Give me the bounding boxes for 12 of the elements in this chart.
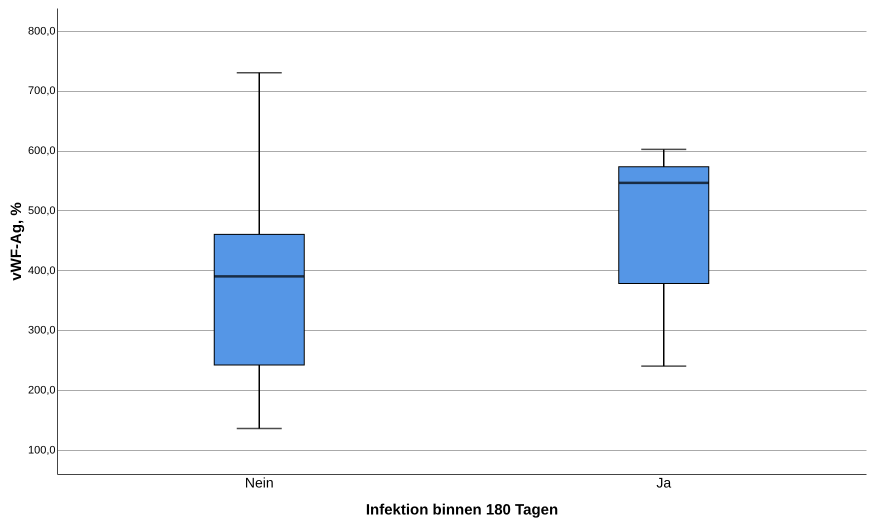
y-tick-label: 800,0	[28, 25, 56, 38]
y-tick-label: 200,0	[28, 384, 56, 397]
y-tick-label: 300,0	[28, 324, 56, 337]
y-tick-label: 100,0	[28, 444, 56, 457]
y-tick-label: 500,0	[28, 204, 56, 217]
y-axis-title: vWF-Ag, %	[8, 202, 25, 281]
x-tick-label: Ja	[656, 474, 672, 490]
y-tick-label: 400,0	[28, 264, 56, 277]
x-axis-title: Infektion binnen 180 Tagen	[366, 502, 558, 518]
y-tick-label: 700,0	[28, 85, 56, 98]
x-tick-label: Nein	[244, 474, 274, 490]
y-tick-label: 600,0	[28, 145, 56, 158]
